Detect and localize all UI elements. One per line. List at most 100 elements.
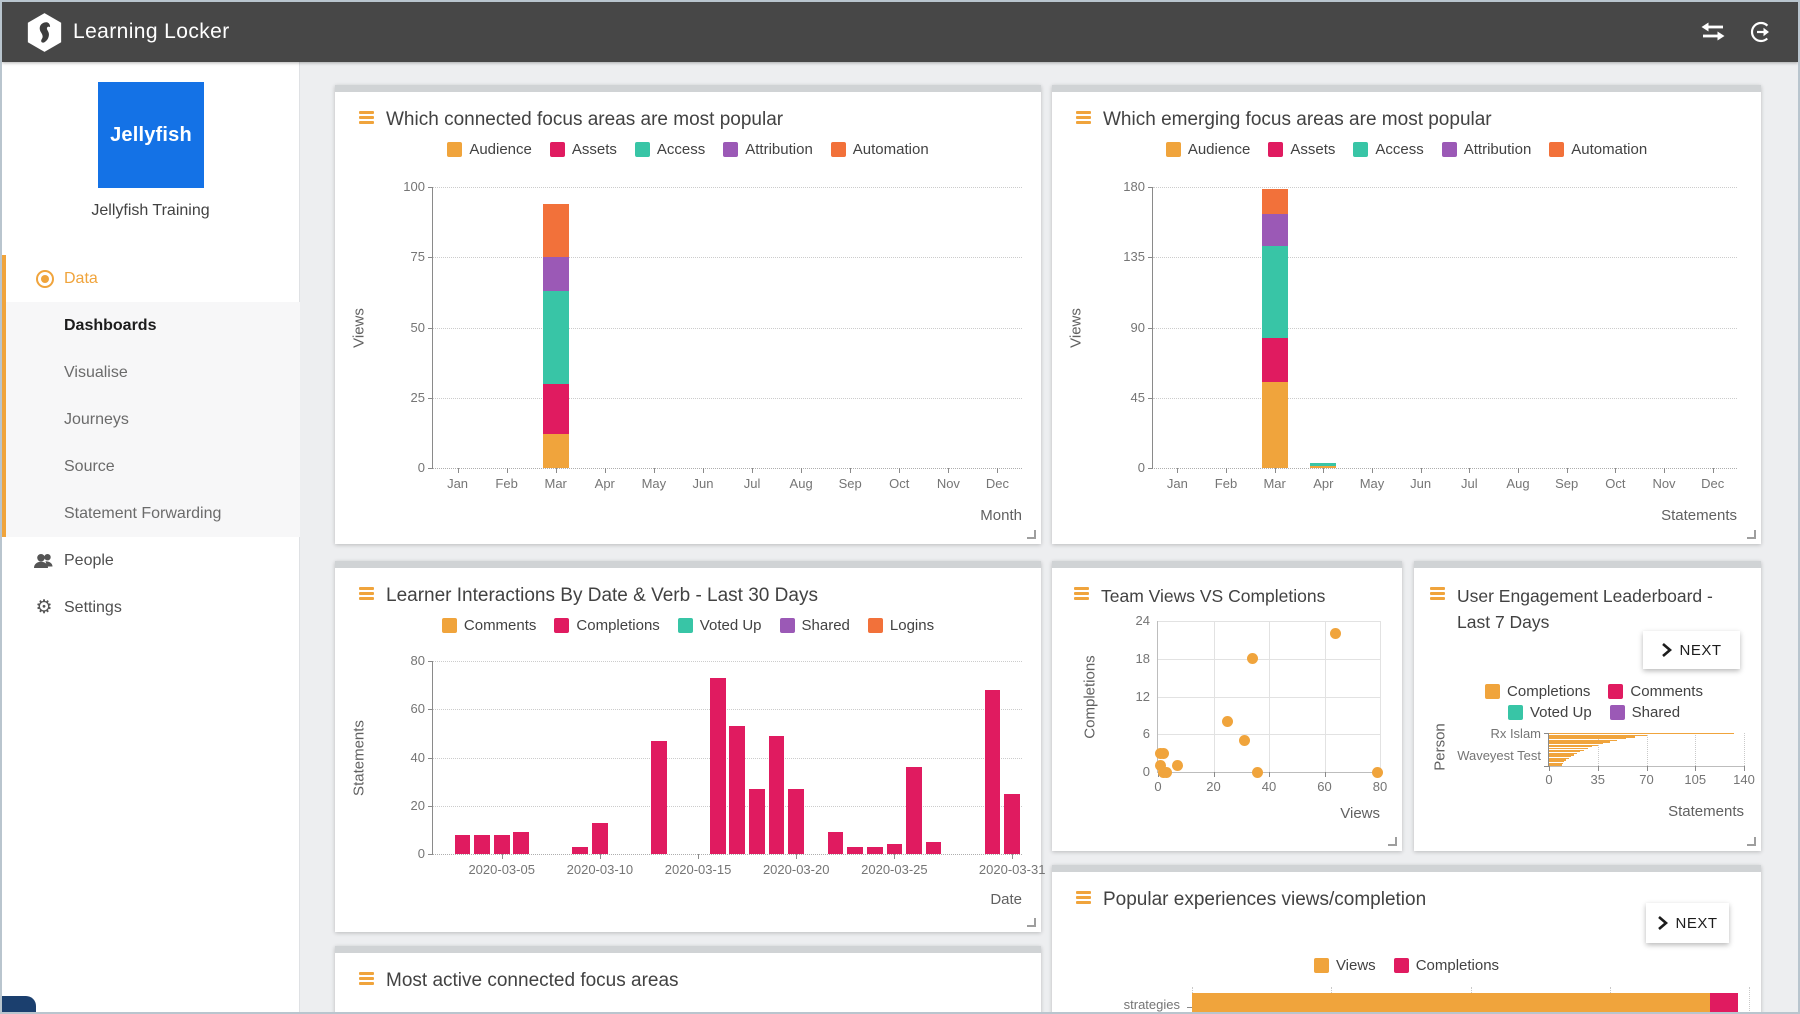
people-icon (32, 553, 56, 569)
resize-handle[interactable] (1027, 918, 1036, 927)
next-button[interactable]: NEXT (1643, 631, 1740, 669)
legend-item-voted-up[interactable]: Voted Up (677, 617, 762, 634)
y-tick-label: 0 (417, 846, 425, 861)
drag-handle-icon[interactable] (359, 587, 374, 600)
resize-handle[interactable] (1747, 837, 1756, 846)
bar-segment-automation (542, 203, 569, 258)
leaderboard-bar (1549, 764, 1562, 766)
y-tick-label: 80 (410, 653, 425, 668)
card-title: Most active connected focus areas (386, 970, 679, 991)
y-tick-mark (428, 805, 433, 807)
sidebar-item-data[interactable]: Data (2, 255, 299, 302)
legend-item-automation[interactable]: Automation (1549, 141, 1647, 158)
legend-item-voted-up[interactable]: Voted Up (1507, 704, 1592, 721)
legend-swatch (441, 618, 457, 633)
legend-item-assets[interactable]: Assets (1268, 141, 1335, 158)
next-button-label: NEXT (1679, 641, 1722, 659)
drag-handle-icon[interactable] (359, 972, 374, 985)
next-button-label: NEXT (1675, 914, 1718, 932)
y-tick-mark (1544, 733, 1549, 734)
x-tick-mark (1646, 766, 1648, 771)
legend-swatch (867, 618, 883, 633)
x-tick-label: 2020-03-25 (861, 862, 928, 877)
bar-segment-completions (768, 735, 785, 854)
resize-handle[interactable] (1388, 837, 1397, 846)
legend-item-views[interactable]: Views (1313, 957, 1376, 974)
legend-item-comments[interactable]: Comments (1608, 683, 1703, 700)
drag-handle-icon[interactable] (1430, 587, 1445, 600)
sidebar-item-statement-forwarding[interactable]: Statement Forwarding (2, 490, 299, 537)
x-tick-label: Dec (985, 476, 1010, 491)
organisation-logo[interactable]: Jellyfish (98, 82, 204, 188)
sidebar-item-dashboards[interactable]: Dashboards (2, 302, 299, 349)
x-tick-label: 0 (1545, 772, 1553, 787)
drag-handle-icon[interactable] (359, 111, 374, 124)
legend-item-shared[interactable]: Shared (779, 617, 850, 634)
y-gridline (433, 327, 1022, 329)
drag-handle-icon[interactable] (1074, 587, 1089, 600)
sidebar-item-settings[interactable]: ⚙ Settings (2, 584, 299, 631)
legend-item-completions[interactable]: Completions (1393, 957, 1499, 974)
x-tick-mark (604, 468, 606, 473)
bar-segment-views (1192, 993, 1710, 1012)
legend-swatch (779, 618, 795, 633)
x-tick-label: Feb (1214, 476, 1238, 491)
scatter-point (1155, 760, 1167, 772)
legend-item-automation[interactable]: Automation (830, 141, 929, 158)
bar-segment-automation (1261, 188, 1288, 214)
sidebar-item-people[interactable]: People (2, 537, 299, 584)
x-tick-mark (1566, 468, 1568, 473)
x-gridline (1597, 733, 1599, 766)
x-tick-label: Sep (838, 476, 862, 491)
sidebar-item-source[interactable]: Source (2, 443, 299, 490)
legend-swatch (447, 142, 463, 157)
x-axis-title: Statements (1661, 507, 1737, 524)
scatter-point (1171, 760, 1183, 772)
legend-item-attribution[interactable]: Attribution (723, 141, 813, 158)
drag-handle-icon[interactable] (1076, 111, 1091, 124)
x-gridline (1646, 733, 1648, 766)
y-tick-label: 0 (1142, 764, 1150, 779)
legend-item-access[interactable]: Access (1353, 141, 1424, 158)
bar-segment-access (542, 290, 569, 384)
drag-handle-icon[interactable] (1076, 891, 1091, 904)
x-tick-label: Dec (1701, 476, 1725, 491)
legend-label: Shared (1631, 704, 1681, 721)
y-tick-mark (1148, 397, 1153, 399)
y-tick-label: 90 (1130, 319, 1145, 335)
x-tick-label: 2020-03-20 (762, 862, 830, 877)
chat-widget[interactable] (2, 996, 36, 1012)
bar-segment-access (1261, 246, 1288, 339)
next-button[interactable]: NEXT (1646, 903, 1729, 943)
legend-item-logins[interactable]: Logins (867, 617, 934, 634)
legend-item-access[interactable]: Access (634, 141, 705, 158)
y-tick-mark (428, 187, 433, 188)
legend-item-completions[interactable]: Completions (1485, 683, 1590, 700)
sidebar-item-journeys[interactable]: Journeys (2, 396, 299, 443)
legend-label: Attribution (1463, 141, 1532, 158)
person-label: Waveyest Test (1457, 748, 1541, 763)
legend-item-attribution[interactable]: Attribution (1441, 141, 1532, 158)
legend-item-assets[interactable]: Assets (549, 141, 617, 158)
x-tick-mark (702, 468, 704, 473)
legend-item-completions[interactable]: Completions (554, 617, 660, 634)
x-tick-mark (1324, 772, 1326, 777)
x-tick-label: Nov (1652, 476, 1676, 491)
logout-icon[interactable] (1748, 20, 1774, 44)
sidebar-item-visualise[interactable]: Visualise (2, 349, 299, 396)
legend-label: Views (1335, 957, 1376, 974)
y-tick-mark (428, 854, 433, 855)
resize-handle[interactable] (1027, 530, 1036, 539)
resize-handle[interactable] (1747, 530, 1756, 539)
switch-organisation-icon[interactable] (1700, 20, 1726, 44)
sidebar-item-label: Settings (64, 598, 122, 616)
app-logo[interactable]: Learning Locker (26, 12, 230, 53)
bar-segment-completions (788, 788, 805, 854)
bar-segment-completions (925, 841, 942, 854)
legend-item-comments[interactable]: Comments (441, 617, 536, 634)
legend-item-audience[interactable]: Audience (1165, 141, 1250, 158)
legend-item-audience[interactable]: Audience (447, 141, 532, 158)
sidebar-item-label: Journeys (64, 410, 129, 428)
x-tick-label: Aug (789, 476, 813, 491)
legend-item-shared[interactable]: Shared (1609, 704, 1681, 721)
